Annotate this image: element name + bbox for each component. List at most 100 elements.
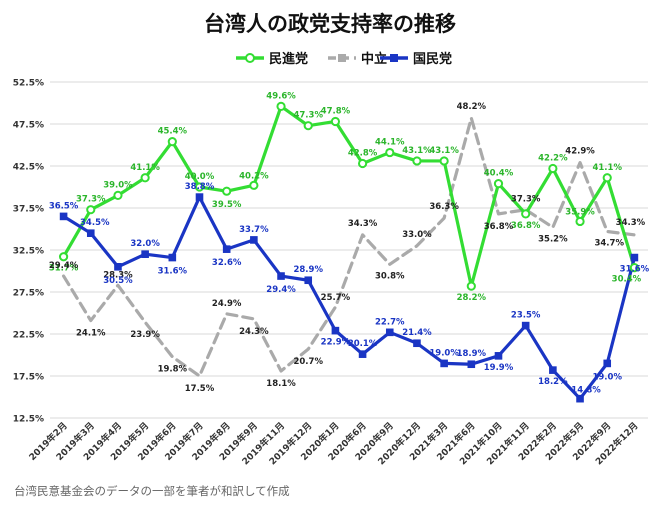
data-point-marker	[141, 250, 149, 258]
data-label: 41.1%	[592, 163, 622, 173]
data-label: 23.5%	[511, 311, 541, 321]
y-tick-label: 27.5%	[13, 289, 44, 299]
data-label: 36.8%	[484, 222, 514, 232]
y-tick-label: 42.5%	[13, 163, 44, 173]
series-line-1	[61, 116, 637, 378]
data-point-marker	[466, 281, 476, 291]
data-label: 47.8%	[321, 106, 351, 116]
data-point-marker	[331, 326, 340, 335]
data-label: 43.1%	[402, 146, 432, 156]
data-point-marker	[385, 147, 395, 158]
data-label: 42.9%	[565, 147, 595, 157]
data-point-marker	[195, 193, 204, 201]
data-point-marker	[413, 339, 421, 348]
data-label: 23.9%	[130, 330, 160, 340]
data-label: 34.3%	[348, 219, 378, 229]
data-point-marker	[576, 394, 584, 403]
data-label: 19.0%	[592, 372, 622, 382]
data-point-marker	[277, 272, 285, 280]
data-label: 49.6%	[266, 91, 296, 101]
legend-swatch-marker	[338, 54, 346, 62]
grid	[50, 81, 648, 419]
data-label: 20.7%	[293, 357, 323, 367]
data-point-marker	[440, 359, 448, 368]
data-label: 21.4%	[402, 328, 432, 338]
line-chart: 台湾人の政党支持率の推移 民進党 中立 国民党 12.5% 17.5% 22.5% 27.…	[13, 12, 650, 467]
data-label: 35.9%	[565, 207, 595, 217]
chart-title: 台湾人の政党支持率の推移	[204, 12, 456, 36]
legend-label: 民進党	[269, 51, 308, 67]
data-label: 41.1%	[130, 163, 160, 173]
data-label: 47.3%	[293, 111, 323, 121]
data-point-marker	[304, 276, 313, 285]
data-label: 19.8%	[158, 365, 188, 375]
legend-label: 中立	[361, 51, 387, 67]
data-label: 33.7%	[239, 225, 269, 235]
legend: 民進党 中立 国民党	[236, 51, 452, 67]
data-point-marker	[58, 252, 69, 262]
data-point-marker	[86, 229, 95, 237]
data-label: 24.3%	[239, 327, 269, 337]
y-tick-label: 17.5%	[13, 373, 44, 383]
data-label: 32.6%	[212, 258, 242, 268]
data-label: 36.5%	[49, 201, 79, 211]
data-point-marker	[276, 101, 286, 111]
data-point-marker	[439, 156, 449, 166]
data-point-marker	[385, 328, 394, 337]
data-label: 40.0%	[185, 172, 215, 182]
data-point-marker	[357, 158, 368, 169]
data-point-marker	[249, 180, 259, 190]
data-point-marker	[603, 359, 612, 368]
data-label: 29.4%	[49, 261, 79, 271]
data-label: 25.7%	[321, 293, 351, 303]
data-label: 31.6%	[620, 265, 650, 275]
data-point-marker	[412, 156, 422, 166]
data-label: 30.8%	[375, 271, 405, 281]
data-label: 39.0%	[103, 180, 133, 190]
data-label: 36.8%	[511, 221, 541, 231]
source-caption: 台湾民意基金会のデータの一部を筆者が和訳して作成	[14, 484, 290, 498]
data-label: 34.7%	[594, 239, 624, 249]
y-tick-label: 32.5%	[13, 247, 44, 257]
data-label: 40.2%	[239, 171, 269, 181]
y-tick-label: 12.5%	[13, 415, 44, 425]
data-label: 19.0%	[429, 348, 459, 358]
data-label: 39.5%	[212, 200, 242, 210]
data-labels: 31.7% 37.3% 39.0% 41.1% 45.4% 40.0% 39.5% 40.2%…	[49, 91, 650, 395]
data-label: 40.4%	[484, 169, 514, 179]
data-point-marker	[493, 179, 504, 189]
data-label: 45.4%	[158, 127, 188, 137]
data-label: 37.3%	[76, 195, 106, 205]
data-label: 22.9%	[321, 338, 351, 348]
data-point-marker	[629, 263, 640, 273]
data-label: 34.3%	[616, 218, 646, 228]
y-tick-label: 47.5%	[13, 121, 44, 131]
data-label: 18.9%	[457, 349, 487, 359]
data-point-marker	[140, 173, 150, 183]
data-label: 38.8%	[185, 182, 215, 192]
data-label: 43.1%	[429, 146, 459, 156]
data-point-marker	[194, 182, 205, 192]
data-label: 37.3%	[511, 195, 541, 205]
data-label: 28.3%	[103, 270, 133, 280]
data-label: 36.3%	[429, 202, 459, 212]
data-label: 28.9%	[293, 265, 323, 275]
data-point-marker	[521, 321, 530, 330]
legend-label: 国民党	[413, 51, 452, 67]
data-label: 24.9%	[212, 299, 242, 309]
data-label: 18.1%	[266, 379, 296, 389]
data-point-marker	[358, 350, 367, 358]
data-label: 19.9%	[484, 363, 514, 373]
y-tick-label: 37.5%	[13, 205, 44, 215]
legend-swatch-marker	[390, 54, 398, 62]
data-point-marker	[167, 137, 177, 147]
data-point-marker	[114, 263, 122, 271]
data-label: 18.2%	[538, 377, 568, 387]
data-point-marker	[549, 366, 557, 374]
data-label: 34.5%	[80, 218, 110, 228]
data-label: 20.1%	[348, 339, 378, 349]
data-label: 31.7%	[49, 264, 79, 274]
data-label: 17.5%	[185, 384, 215, 394]
data-label: 31.6%	[158, 267, 188, 277]
